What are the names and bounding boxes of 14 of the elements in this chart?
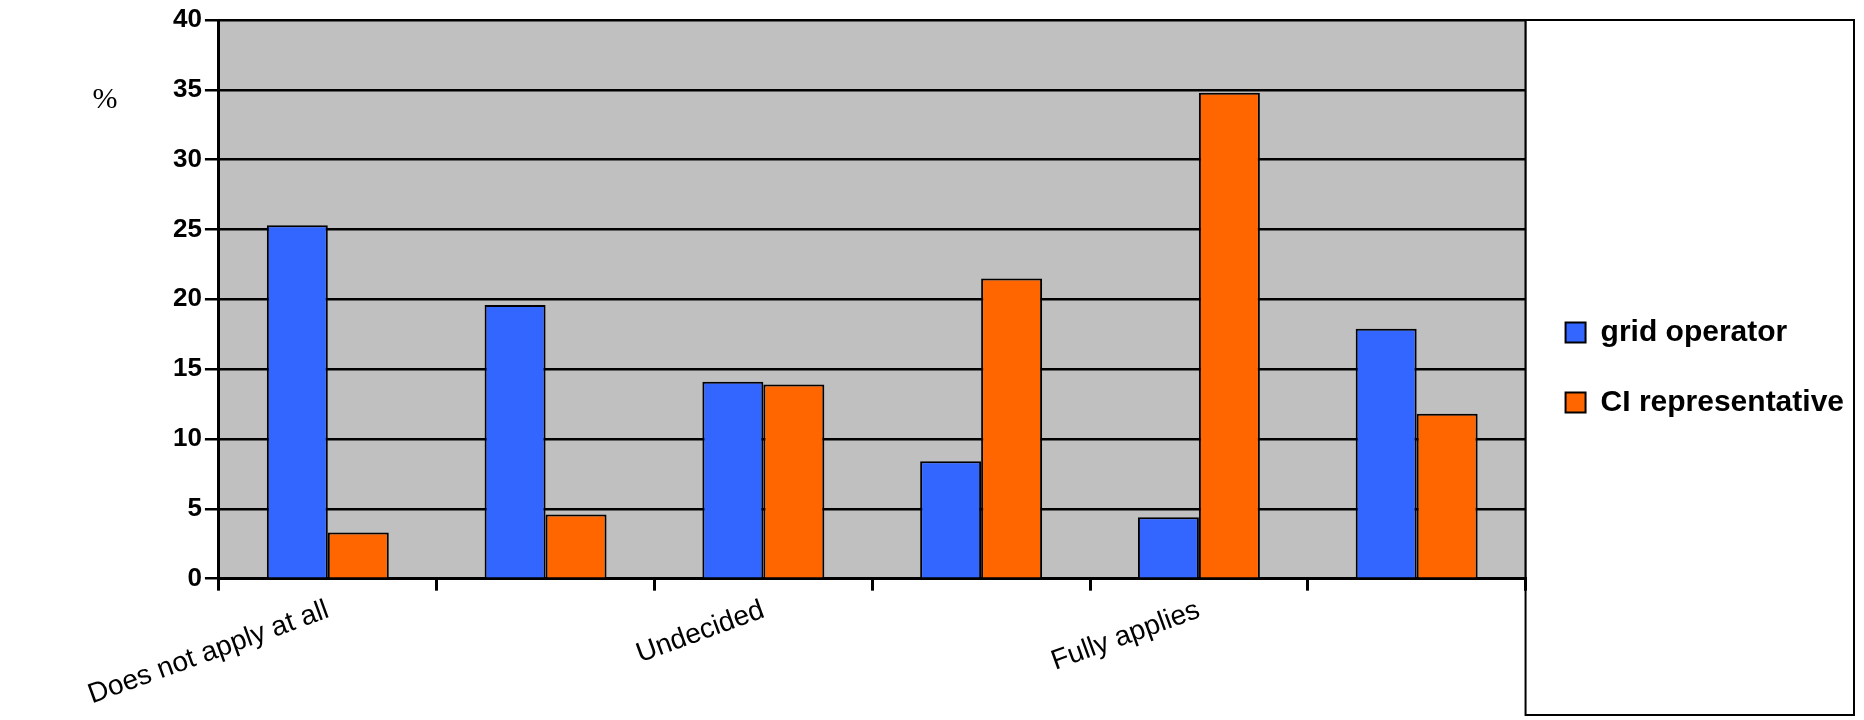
x-tick-label: Fully applies <box>1046 593 1204 676</box>
x-tick-label: Does not apply at all <box>83 593 333 710</box>
y-tick-label: 30 <box>173 142 202 173</box>
y-axis-title: % <box>92 80 118 114</box>
legend-label: grid operator <box>1600 313 1788 347</box>
y-tick-label: 40 <box>173 3 202 34</box>
y-tick-label: 5 <box>187 491 202 522</box>
y-tick-label: 15 <box>173 352 202 383</box>
y-tick-label: 0 <box>187 561 202 592</box>
y-tick-label: 20 <box>173 282 202 313</box>
y-tick-label: 10 <box>173 422 202 453</box>
legend-label: CI representative <box>1600 383 1845 417</box>
y-tick-label: 25 <box>173 212 202 243</box>
y-tick-label: 35 <box>173 73 202 103</box>
